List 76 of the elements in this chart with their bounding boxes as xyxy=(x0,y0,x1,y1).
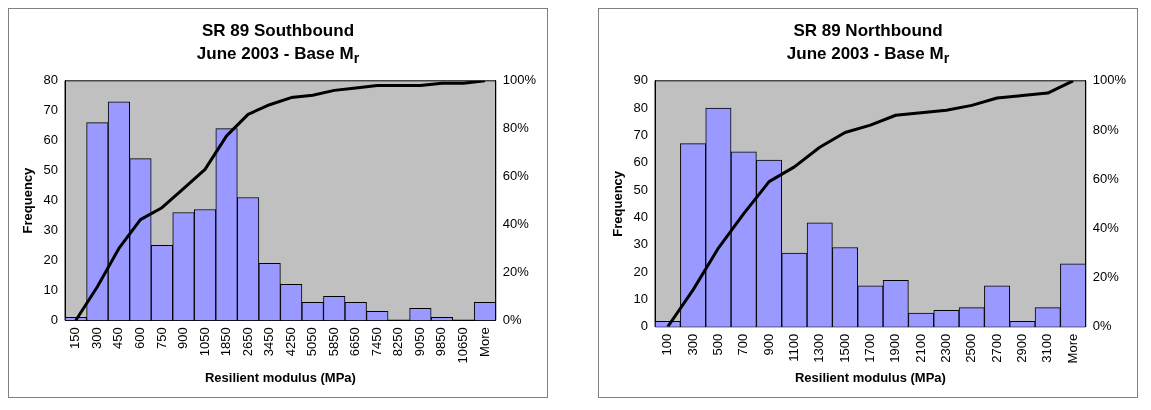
x-tick-label: 750 xyxy=(153,327,169,350)
x-tick-label: 300 xyxy=(684,334,700,356)
x-tick-label: 100 xyxy=(659,334,675,356)
x-tick-label: 2700 xyxy=(988,334,1004,364)
y2-tick-label: 60% xyxy=(502,168,530,184)
y2-tick-label: 40% xyxy=(1092,220,1120,236)
y-axis-title: Frequency xyxy=(610,170,626,238)
y-tick-label: 50 xyxy=(43,162,59,178)
x-tick-label: 3450 xyxy=(261,327,277,357)
x-tick-label: 1850 xyxy=(218,327,234,357)
y-tick-label: 20 xyxy=(43,252,59,268)
y2-tick-label: 0% xyxy=(502,312,522,328)
x-tick-label: 8250 xyxy=(390,327,406,357)
y-tick-label: 50 xyxy=(633,182,649,198)
chart-title: SR 89 Northbound xyxy=(792,20,944,42)
x-tick-label: 2100 xyxy=(912,334,928,364)
y-tick-label: 80 xyxy=(43,72,59,88)
chart-subtitle: June 2003 - Base M$_{r}$ xyxy=(195,43,361,69)
y-tick-label: 90 xyxy=(633,72,649,88)
x-tick-label: 1900 xyxy=(887,334,903,364)
y-tick-label: 70 xyxy=(633,127,649,143)
x-tick-label: 2300 xyxy=(937,334,953,364)
x-tick-label: 5050 xyxy=(304,327,320,357)
x-tick-label: 1050 xyxy=(196,327,212,357)
x-tick-label: 6650 xyxy=(347,327,363,357)
x-tick-label: 900 xyxy=(175,327,191,350)
x-tick-label: 700 xyxy=(735,334,751,356)
y-tick-label: 40 xyxy=(633,209,649,225)
x-axis-title: Resilient modulus (MPa) xyxy=(204,370,356,386)
x-tick-label: 500 xyxy=(709,334,725,356)
y2-tick-label: 100% xyxy=(1092,72,1127,88)
y-tick-label: 10 xyxy=(43,282,59,298)
y2-tick-label: 40% xyxy=(502,216,530,232)
y2-tick-label: 20% xyxy=(1092,269,1120,285)
x-tick-label: 600 xyxy=(132,327,148,350)
x-tick-label: 300 xyxy=(88,327,104,350)
x-tick-label: More xyxy=(1064,334,1080,364)
y2-tick-label: 60% xyxy=(1092,171,1120,187)
x-tick-label: 9050 xyxy=(411,327,427,357)
y2-tick-label: 20% xyxy=(502,264,530,280)
x-tick-label: 450 xyxy=(110,327,126,350)
y2-tick-label: 0% xyxy=(1092,318,1112,334)
y2-tick-label: 100% xyxy=(502,72,537,88)
x-tick-label: 900 xyxy=(760,334,776,356)
chart-subtitle: June 2003 - Base M$_{r}$ xyxy=(785,43,951,69)
y-axis-title: Frequency xyxy=(20,167,36,234)
x-tick-label: More xyxy=(476,327,492,358)
x-tick-label: 150 xyxy=(67,327,83,350)
x-tick-label: 5850 xyxy=(325,327,341,357)
x-tick-label: 9850 xyxy=(433,327,449,357)
x-tick-label: 2900 xyxy=(1013,334,1029,364)
y-tick-label: 60 xyxy=(43,132,59,148)
x-axis-title: Resilient modulus (MPa) xyxy=(794,370,946,386)
x-tick-label: 1700 xyxy=(861,334,877,364)
chart-title: SR 89 Southbound xyxy=(200,20,355,42)
y-tick-label: 80 xyxy=(633,100,649,116)
y-tick-label: 30 xyxy=(43,222,59,238)
x-tick-label: 4250 xyxy=(282,327,298,357)
x-tick-label: 1500 xyxy=(836,334,852,364)
x-tick-label: 3100 xyxy=(1039,334,1055,364)
y-tick-label: 20 xyxy=(633,264,649,280)
x-tick-label: 1100 xyxy=(785,334,801,363)
y-tick-label: 0 xyxy=(640,318,649,334)
x-tick-label: 2500 xyxy=(963,334,979,364)
x-tick-label: 2650 xyxy=(239,327,255,357)
y-tick-label: 0 xyxy=(50,312,59,328)
x-tick-label: 1300 xyxy=(811,334,827,364)
y-tick-label: 70 xyxy=(43,102,59,118)
x-tick-label: 10650 xyxy=(455,327,471,364)
y2-tick-label: 80% xyxy=(502,120,530,136)
y-tick-label: 60 xyxy=(633,154,649,170)
y-tick-label: 40 xyxy=(43,192,59,208)
y2-tick-label: 80% xyxy=(1092,121,1120,137)
x-tick-label: 7450 xyxy=(368,327,384,357)
y-tick-label: 10 xyxy=(633,291,649,307)
y-tick-label: 30 xyxy=(633,236,649,252)
